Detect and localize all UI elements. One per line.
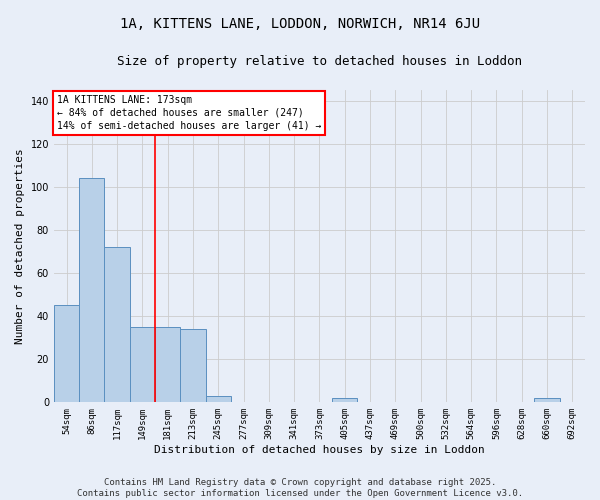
- Bar: [104, 247, 130, 402]
- Bar: [535, 398, 560, 402]
- Bar: [54, 306, 79, 402]
- Bar: [332, 398, 358, 402]
- Bar: [130, 327, 155, 402]
- Y-axis label: Number of detached properties: Number of detached properties: [15, 148, 25, 344]
- Bar: [79, 178, 104, 402]
- Text: 1A, KITTENS LANE, LODDON, NORWICH, NR14 6JU: 1A, KITTENS LANE, LODDON, NORWICH, NR14 …: [120, 18, 480, 32]
- Bar: [206, 396, 231, 402]
- Title: Size of property relative to detached houses in Loddon: Size of property relative to detached ho…: [117, 55, 522, 68]
- Bar: [155, 327, 181, 402]
- X-axis label: Distribution of detached houses by size in Loddon: Distribution of detached houses by size …: [154, 445, 485, 455]
- Text: Contains HM Land Registry data © Crown copyright and database right 2025.
Contai: Contains HM Land Registry data © Crown c…: [77, 478, 523, 498]
- Bar: [181, 329, 206, 402]
- Text: 1A KITTENS LANE: 173sqm
← 84% of detached houses are smaller (247)
14% of semi-d: 1A KITTENS LANE: 173sqm ← 84% of detache…: [56, 94, 321, 131]
